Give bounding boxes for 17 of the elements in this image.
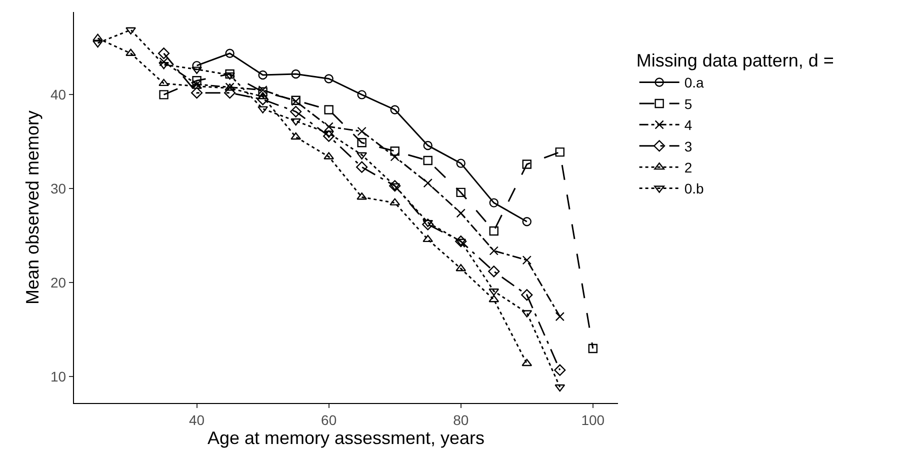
legend-label: 0.a [684, 74, 704, 91]
legend-label: 5 [684, 96, 692, 112]
x-tick-label: 40 [189, 412, 205, 428]
legend-label: 2 [684, 160, 692, 176]
x-axis-title: Age at memory assessment, years [207, 428, 485, 448]
y-tick-label: 40 [50, 86, 66, 103]
x-tick-label: 80 [453, 412, 469, 428]
y-tick-label: 30 [50, 180, 66, 197]
legend-title: Missing data pattern, d = [636, 50, 834, 71]
legend-label: 4 [684, 117, 692, 134]
x-tick-label: 100 [581, 412, 605, 428]
legend-label: 3 [684, 138, 692, 154]
y-axis-title: Mean observed memory [22, 110, 43, 305]
y-tick-label: 10 [50, 368, 66, 385]
x-tick-label: 60 [321, 412, 337, 428]
legend-label: 0.b [684, 180, 704, 197]
y-tick-label: 20 [50, 274, 66, 291]
